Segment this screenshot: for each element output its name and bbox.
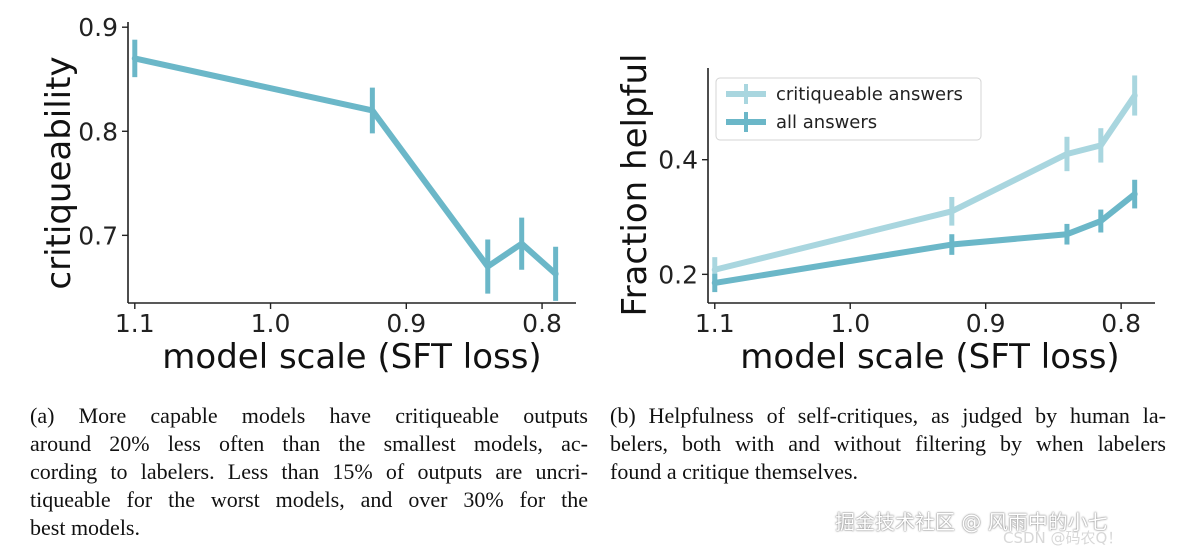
chart-fraction-helpful: 1.1 1.0 0.9 0.8 0.2 0.4 model scale (SFT loss)… bbox=[615, 54, 1155, 377]
y-axis-title: critiqueability bbox=[39, 56, 79, 289]
y-axis-title: Fraction helpful bbox=[615, 54, 655, 317]
x-tick-label: 0.8 bbox=[1101, 309, 1141, 338]
caption-a-line: best models. bbox=[30, 515, 140, 540]
caption-a-line: cording to labelers. Less than 15% of ou… bbox=[30, 459, 588, 484]
x-tick-label: 0.9 bbox=[386, 309, 426, 338]
caption-a-line: (a) More capable models have critiqueabl… bbox=[30, 403, 588, 428]
x-tick-label: 1.0 bbox=[830, 309, 870, 338]
legend-box bbox=[715, 77, 982, 141]
caption-b-line: (b) Helpfulness of self-critiques, as ju… bbox=[610, 403, 1166, 428]
series-line bbox=[711, 191, 1138, 286]
legend-label: critiqueable answers bbox=[776, 84, 963, 105]
x-tick-label: 1.0 bbox=[251, 309, 291, 338]
y-tick-label: 0.8 bbox=[78, 117, 118, 146]
caption-a-line: tiqueable for the worst models, and over… bbox=[30, 487, 588, 512]
x-tick-label: 1.1 bbox=[115, 309, 155, 338]
x-axis-title: model scale (SFT loss) bbox=[740, 337, 1119, 377]
x-axis-title: model scale (SFT loss) bbox=[162, 337, 541, 377]
legend-label: all answers bbox=[776, 112, 877, 133]
y-tick-label: 0.9 bbox=[78, 13, 118, 42]
y-tick-label: 0.4 bbox=[658, 146, 698, 175]
y-tick-label: 0.7 bbox=[78, 221, 118, 250]
x-tick-label: 1.1 bbox=[695, 309, 735, 338]
x-tick-label: 0.8 bbox=[522, 309, 562, 338]
y-tick-label: 0.2 bbox=[658, 260, 698, 289]
watermark-subtext: CSDN @码农Q！ bbox=[1003, 529, 1123, 547]
watermark-text: 掘金技术社区 @ 风雨中的小七 bbox=[835, 510, 1108, 534]
caption-b-line: belers, both with and without filtering … bbox=[610, 431, 1166, 456]
x-tick-label: 0.9 bbox=[966, 309, 1006, 338]
caption-b: (b) Helpfulness of self-critiques, as ju… bbox=[610, 402, 1166, 486]
caption-a-line: around 20% less often than the smallest … bbox=[30, 431, 588, 456]
caption-b-line: found a critique themselves. bbox=[610, 459, 859, 484]
caption-a: (a) More capable models have critiqueabl… bbox=[30, 402, 588, 542]
series-line bbox=[131, 55, 559, 277]
